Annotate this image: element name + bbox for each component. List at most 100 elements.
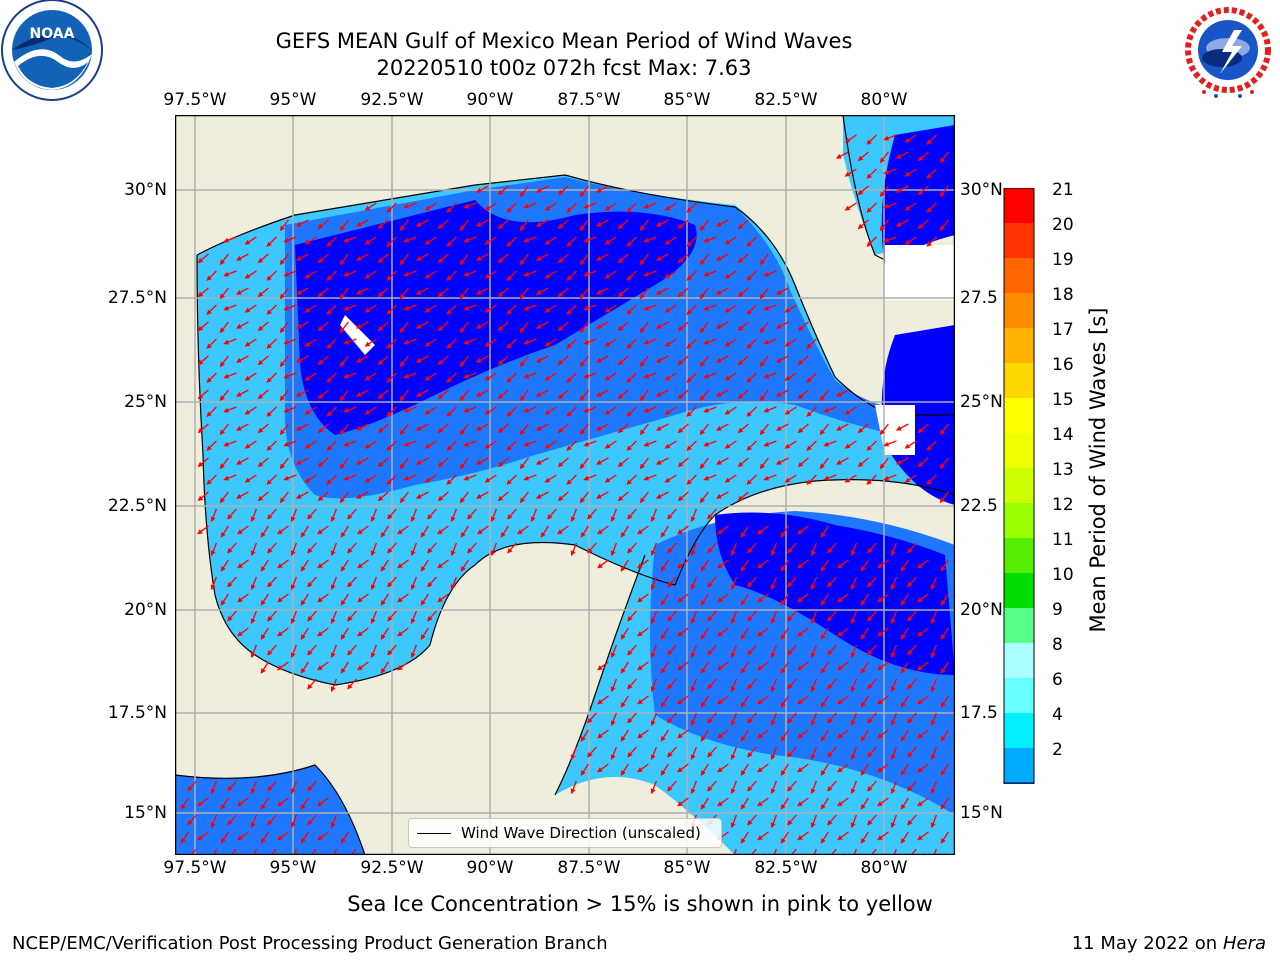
wind-wave-arrow (827, 678, 837, 690)
wind-wave-arrow (827, 542, 837, 554)
wind-wave-arrow (220, 525, 229, 538)
colorbar-segment (1004, 713, 1034, 748)
wind-wave-arrow (290, 610, 298, 625)
wind-wave-arrow (686, 474, 697, 485)
wind-wave-arrow (257, 287, 269, 298)
wind-wave-arrow (347, 644, 357, 656)
wind-wave-arrow (317, 253, 329, 264)
wind-wave-arrow (544, 270, 557, 279)
wind-wave-arrow (715, 219, 729, 227)
wind-wave-arrow (597, 695, 609, 705)
wind-wave-arrow (604, 304, 617, 313)
lon-tick-label-top: 82.5°W (754, 90, 818, 110)
wind-wave-arrow (223, 236, 237, 243)
wind-wave-arrow (580, 729, 589, 742)
wind-wave-arrow (459, 389, 469, 402)
wind-wave-arrow (507, 508, 517, 520)
wind-wave-arrow (655, 423, 669, 431)
wind-wave-arrow (850, 542, 858, 557)
wind-wave-arrow (860, 559, 869, 572)
wind-wave-arrow (484, 236, 497, 245)
wind-wave-arrow (307, 576, 317, 588)
wind-wave-period-map (175, 115, 955, 855)
wind-wave-arrow (780, 525, 789, 538)
wind-wave-arrow (506, 440, 517, 451)
wind-wave-arrow (355, 253, 369, 261)
wind-wave-arrow (544, 474, 557, 483)
wind-wave-arrow (566, 440, 577, 451)
wind-wave-arrow (300, 525, 309, 538)
wind-wave-arrow (820, 797, 829, 810)
wind-wave-arrow (484, 440, 497, 449)
wind-wave-arrow (940, 729, 949, 742)
wind-wave-arrow (304, 372, 317, 381)
wind-wave-arrow (235, 287, 249, 295)
wind-wave-arrow (806, 474, 817, 485)
wind-wave-arrow (463, 406, 477, 413)
wind-wave-arrow (387, 576, 397, 588)
wind-wave-arrow (364, 236, 377, 245)
wind-wave-arrow (643, 304, 657, 311)
wind-wave-arrow (637, 661, 649, 671)
wind-wave-arrow (380, 559, 389, 572)
wind-wave-arrow (740, 695, 749, 708)
wind-wave-arrow (759, 355, 769, 368)
wind-wave-arrow (535, 321, 549, 329)
wind-wave-arrow (733, 848, 738, 855)
wind-wave-arrow (307, 610, 317, 622)
wind-wave-arrow (703, 474, 717, 481)
wind-wave-arrow (707, 610, 717, 622)
wind-wave-arrow (747, 576, 757, 588)
wind-wave-arrow (506, 474, 517, 485)
wind-wave-arrow (677, 321, 689, 332)
colorbar-segment (1004, 328, 1034, 363)
wind-wave-arrow (867, 814, 877, 826)
wind-wave-arrow (377, 389, 389, 400)
wind-wave-arrow (770, 746, 778, 761)
wind-wave-arrow (667, 780, 677, 792)
wind-wave-arrow (497, 219, 509, 230)
wind-wave-arrow (283, 304, 297, 311)
wind-wave-arrow (677, 627, 689, 637)
wind-wave-arrow (737, 253, 749, 264)
wind-wave-arrow (686, 338, 697, 349)
wind-wave-arrow (677, 389, 689, 400)
wind-wave-arrow (519, 389, 529, 402)
wind-wave-arrow (823, 474, 837, 481)
lon-tick-label-bottom: 85°W (663, 858, 711, 878)
wind-wave-arrow (620, 763, 629, 776)
wind-wave-arrow (617, 389, 629, 400)
wind-wave-arrow (519, 423, 529, 436)
wind-wave-arrow (227, 610, 237, 622)
wind-wave-arrow (235, 253, 249, 261)
wind-wave-arrow (446, 338, 457, 349)
wind-wave-arrow (399, 457, 409, 470)
wind-wave-arrow (907, 746, 917, 758)
wind-wave-arrow (730, 780, 738, 795)
wind-wave-arrow (583, 236, 597, 243)
wind-wave-arrow (260, 559, 269, 572)
wind-wave-arrow (386, 338, 397, 349)
wind-wave-arrow (820, 763, 829, 776)
wind-wave-arrow (724, 406, 737, 415)
wind-wave-arrow (597, 763, 609, 773)
wind-wave-arrow (519, 219, 529, 232)
wind-wave-arrow (827, 814, 837, 826)
wind-wave-arrow (437, 321, 449, 332)
wind-wave-arrow (940, 831, 949, 844)
wind-wave-arrow (279, 423, 289, 436)
wind-wave-arrow (757, 695, 769, 705)
wind-wave-arrow (523, 474, 537, 481)
wind-wave-arrow (895, 185, 909, 193)
wind-wave-arrow (797, 729, 809, 739)
wind-wave-arrow (403, 406, 417, 413)
wind-wave-arrow (357, 559, 369, 569)
wind-wave-arrow (707, 746, 717, 758)
wind-wave-arrow (415, 355, 429, 363)
wind-wave-arrow (686, 372, 697, 383)
wind-wave-arrow (926, 236, 937, 247)
wind-wave-arrow (677, 491, 689, 502)
wind-wave-arrow (339, 287, 349, 300)
wind-wave-arrow (737, 389, 749, 400)
wind-wave-arrow (523, 372, 537, 379)
